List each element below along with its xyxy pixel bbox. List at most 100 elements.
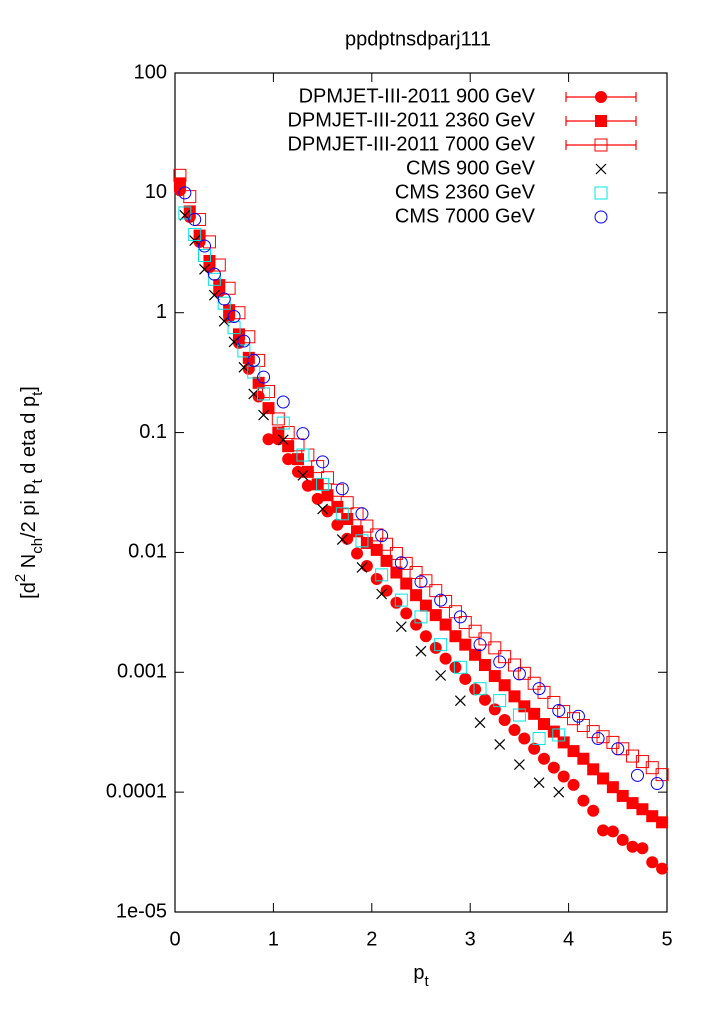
point bbox=[301, 479, 314, 492]
legend-marker bbox=[594, 210, 608, 224]
point bbox=[469, 683, 482, 696]
axis-label: [d2 Nch/2 pi pt d eta d pt] bbox=[12, 386, 46, 599]
point bbox=[571, 709, 585, 723]
point bbox=[321, 471, 335, 485]
point bbox=[557, 705, 571, 719]
point bbox=[547, 725, 560, 738]
point bbox=[282, 440, 295, 453]
point bbox=[493, 694, 507, 708]
point bbox=[178, 186, 192, 200]
point bbox=[488, 703, 501, 716]
point bbox=[188, 212, 202, 226]
point bbox=[321, 505, 334, 518]
point bbox=[316, 477, 330, 491]
point bbox=[173, 177, 186, 190]
point bbox=[311, 478, 324, 491]
point bbox=[198, 239, 212, 253]
point bbox=[282, 453, 295, 466]
point bbox=[202, 235, 216, 249]
point bbox=[636, 803, 649, 816]
point bbox=[552, 703, 566, 717]
point bbox=[237, 334, 251, 348]
point bbox=[626, 749, 640, 763]
point bbox=[341, 513, 354, 526]
point bbox=[453, 610, 467, 624]
point bbox=[645, 761, 659, 775]
point bbox=[207, 267, 221, 281]
point bbox=[616, 789, 629, 802]
point bbox=[611, 742, 625, 756]
chart-title: ppdptnsdparj111 bbox=[345, 28, 491, 50]
legend-marker bbox=[595, 115, 607, 127]
x-tick-label: 5 bbox=[661, 928, 672, 950]
point bbox=[227, 309, 241, 323]
axis-label-part: d eta d p bbox=[18, 396, 40, 479]
point bbox=[399, 556, 413, 570]
point bbox=[258, 409, 269, 421]
point bbox=[419, 599, 432, 612]
point bbox=[429, 609, 442, 622]
legend-label: CMS 7000 GeV bbox=[395, 205, 536, 227]
point bbox=[518, 732, 531, 745]
point bbox=[494, 739, 506, 750]
point bbox=[183, 190, 197, 204]
point bbox=[350, 507, 364, 521]
plot-frame bbox=[174, 72, 668, 913]
point bbox=[468, 624, 482, 638]
point bbox=[277, 434, 289, 446]
point bbox=[597, 772, 610, 785]
point bbox=[478, 659, 491, 672]
point bbox=[291, 438, 305, 452]
y-tick-label: 1e-05 bbox=[116, 900, 167, 922]
point bbox=[248, 388, 260, 400]
point bbox=[380, 554, 393, 567]
axis-label-part: N bbox=[18, 554, 40, 574]
point bbox=[435, 670, 447, 681]
point bbox=[512, 667, 526, 681]
x-tick-label: 3 bbox=[465, 928, 476, 950]
point bbox=[508, 690, 521, 703]
point bbox=[390, 566, 403, 579]
x-tick-label: 4 bbox=[563, 928, 574, 950]
point bbox=[321, 489, 334, 502]
point bbox=[577, 752, 590, 765]
point bbox=[276, 416, 290, 430]
point bbox=[429, 641, 442, 654]
point bbox=[356, 561, 368, 573]
point bbox=[626, 797, 639, 810]
point bbox=[449, 630, 462, 643]
point bbox=[434, 593, 448, 607]
axis-label-part: ch bbox=[29, 538, 46, 554]
point bbox=[188, 227, 202, 241]
point bbox=[218, 315, 230, 327]
point bbox=[567, 745, 580, 758]
point bbox=[587, 804, 600, 817]
point bbox=[557, 736, 570, 749]
axis-label: pt bbox=[413, 962, 429, 990]
y-tick-label: 10 bbox=[145, 181, 167, 203]
legend-label: DPMJET-III-2011 2360 GeV bbox=[287, 109, 535, 131]
point bbox=[448, 605, 462, 619]
point bbox=[296, 427, 310, 441]
point bbox=[281, 426, 295, 440]
axis-label-part: t bbox=[424, 973, 429, 990]
legend-label: CMS 900 GeV bbox=[406, 157, 536, 179]
point bbox=[394, 593, 408, 607]
point bbox=[616, 742, 630, 756]
point bbox=[183, 205, 196, 218]
point bbox=[414, 610, 428, 624]
axis-label-part: ] bbox=[18, 386, 40, 392]
point bbox=[208, 289, 220, 301]
y-tick-label: 1 bbox=[156, 301, 167, 323]
point bbox=[587, 763, 600, 776]
point bbox=[311, 492, 324, 505]
legend-marker bbox=[594, 138, 608, 152]
point bbox=[247, 353, 261, 367]
point bbox=[552, 728, 566, 742]
point bbox=[292, 453, 304, 466]
point bbox=[498, 713, 511, 726]
point bbox=[301, 465, 314, 478]
point bbox=[498, 650, 512, 664]
